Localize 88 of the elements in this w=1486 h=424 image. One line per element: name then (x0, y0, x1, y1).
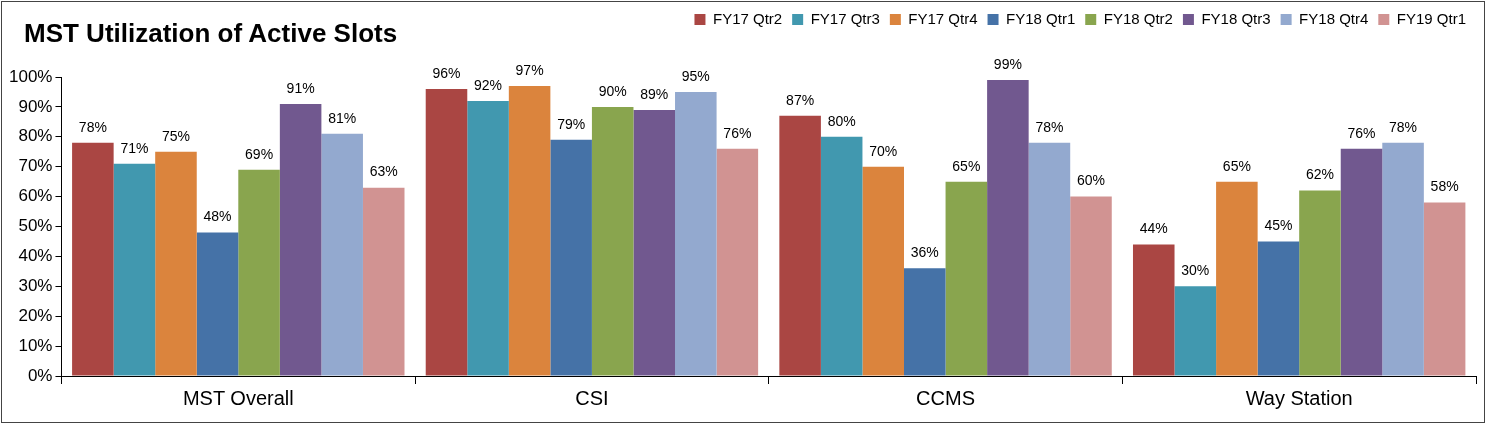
data-label: 81% (328, 109, 357, 126)
bar (321, 133, 363, 376)
data-label: 95% (681, 67, 710, 84)
legend-label: FY18 Qtr4 (1299, 9, 1369, 27)
bar (633, 109, 676, 376)
y-tick-label: 50% (18, 216, 53, 236)
data-label: 69% (245, 145, 274, 162)
bar (820, 136, 863, 376)
bar (508, 85, 551, 376)
data-label: 63% (369, 163, 398, 180)
x-tick-label: CSI (575, 386, 609, 409)
data-label: 80% (827, 112, 856, 129)
bar (238, 169, 280, 376)
data-label: 62% (1305, 166, 1334, 183)
y-tick-label: 70% (18, 156, 53, 176)
data-label: 89% (640, 85, 669, 102)
data-label: 97% (515, 61, 544, 78)
bar (945, 181, 988, 376)
data-label: 44% (1139, 220, 1168, 237)
bar (862, 166, 904, 376)
data-label: 91% (286, 79, 315, 96)
bar (591, 106, 634, 376)
bar (1028, 142, 1071, 376)
bar (1299, 190, 1341, 376)
bar (1382, 142, 1424, 376)
legend-label: FY17 Qtr3 (810, 9, 880, 27)
bar (155, 151, 197, 376)
bar (1070, 196, 1112, 376)
bar (987, 79, 1029, 376)
data-label: 96% (432, 64, 461, 81)
data-label: 78% (1389, 118, 1418, 135)
y-tick-label: 10% (18, 335, 53, 355)
data-label: 71% (120, 139, 149, 156)
bar (550, 139, 592, 376)
data-label: 92% (474, 76, 503, 93)
bar (467, 100, 509, 376)
y-tick-label: 100% (9, 66, 53, 86)
x-tick-label: MST Overall (182, 386, 294, 409)
bar (362, 187, 405, 376)
chart-title: MST Utilization of Active Slots (24, 18, 398, 49)
bar (196, 232, 239, 376)
legend-label: FY18 Qtr3 (1201, 9, 1271, 27)
data-label: 45% (1264, 217, 1293, 234)
bar (1340, 148, 1383, 376)
legend-label: FY18 Qtr2 (1103, 9, 1173, 27)
data-label: 60% (1076, 172, 1105, 189)
data-label: 87% (786, 91, 815, 108)
bar (779, 115, 821, 376)
legend-label: FY19 Qtr1 (1396, 9, 1467, 27)
data-label: 78% (78, 118, 107, 135)
data-label: 48% (203, 208, 232, 225)
data-label: 30% (1181, 262, 1210, 279)
bar (1257, 241, 1300, 376)
y-tick-label: 20% (18, 305, 53, 325)
data-label: 75% (161, 127, 190, 144)
data-label: 58% (1430, 178, 1459, 195)
data-label: 78% (1035, 118, 1064, 135)
bar (113, 163, 156, 376)
bar (904, 268, 946, 376)
bar (425, 88, 468, 376)
x-tick-label: Way Station (1245, 386, 1353, 409)
y-tick-label: 30% (18, 275, 53, 295)
legend-label: FY17 Qtr4 (908, 9, 978, 27)
bar (716, 148, 759, 376)
data-label: 79% (557, 115, 586, 132)
legend-label: FY18 Qtr1 (1006, 9, 1076, 27)
y-tick-label: 90% (18, 96, 53, 116)
y-tick-label: 40% (18, 246, 53, 266)
x-tick-label: CCMS (916, 386, 975, 409)
bar (1132, 244, 1175, 376)
data-label: 76% (723, 124, 752, 141)
data-label: 76% (1347, 124, 1376, 141)
data-label: 99% (993, 55, 1022, 72)
bar (1216, 181, 1258, 376)
y-tick-label: 0% (27, 365, 53, 385)
data-label: 36% (910, 244, 939, 261)
legend-label: FY17 Qtr2 (712, 9, 783, 27)
bar (279, 103, 322, 376)
bar (72, 142, 114, 376)
y-tick-label: 80% (18, 126, 53, 146)
bar (1423, 202, 1466, 376)
data-label: 65% (952, 157, 981, 174)
data-label: 90% (598, 82, 627, 99)
bar (1174, 286, 1217, 376)
y-tick-label: 60% (18, 186, 53, 206)
data-label: 65% (1222, 157, 1251, 174)
bar (675, 91, 717, 376)
data-label: 70% (869, 142, 898, 159)
